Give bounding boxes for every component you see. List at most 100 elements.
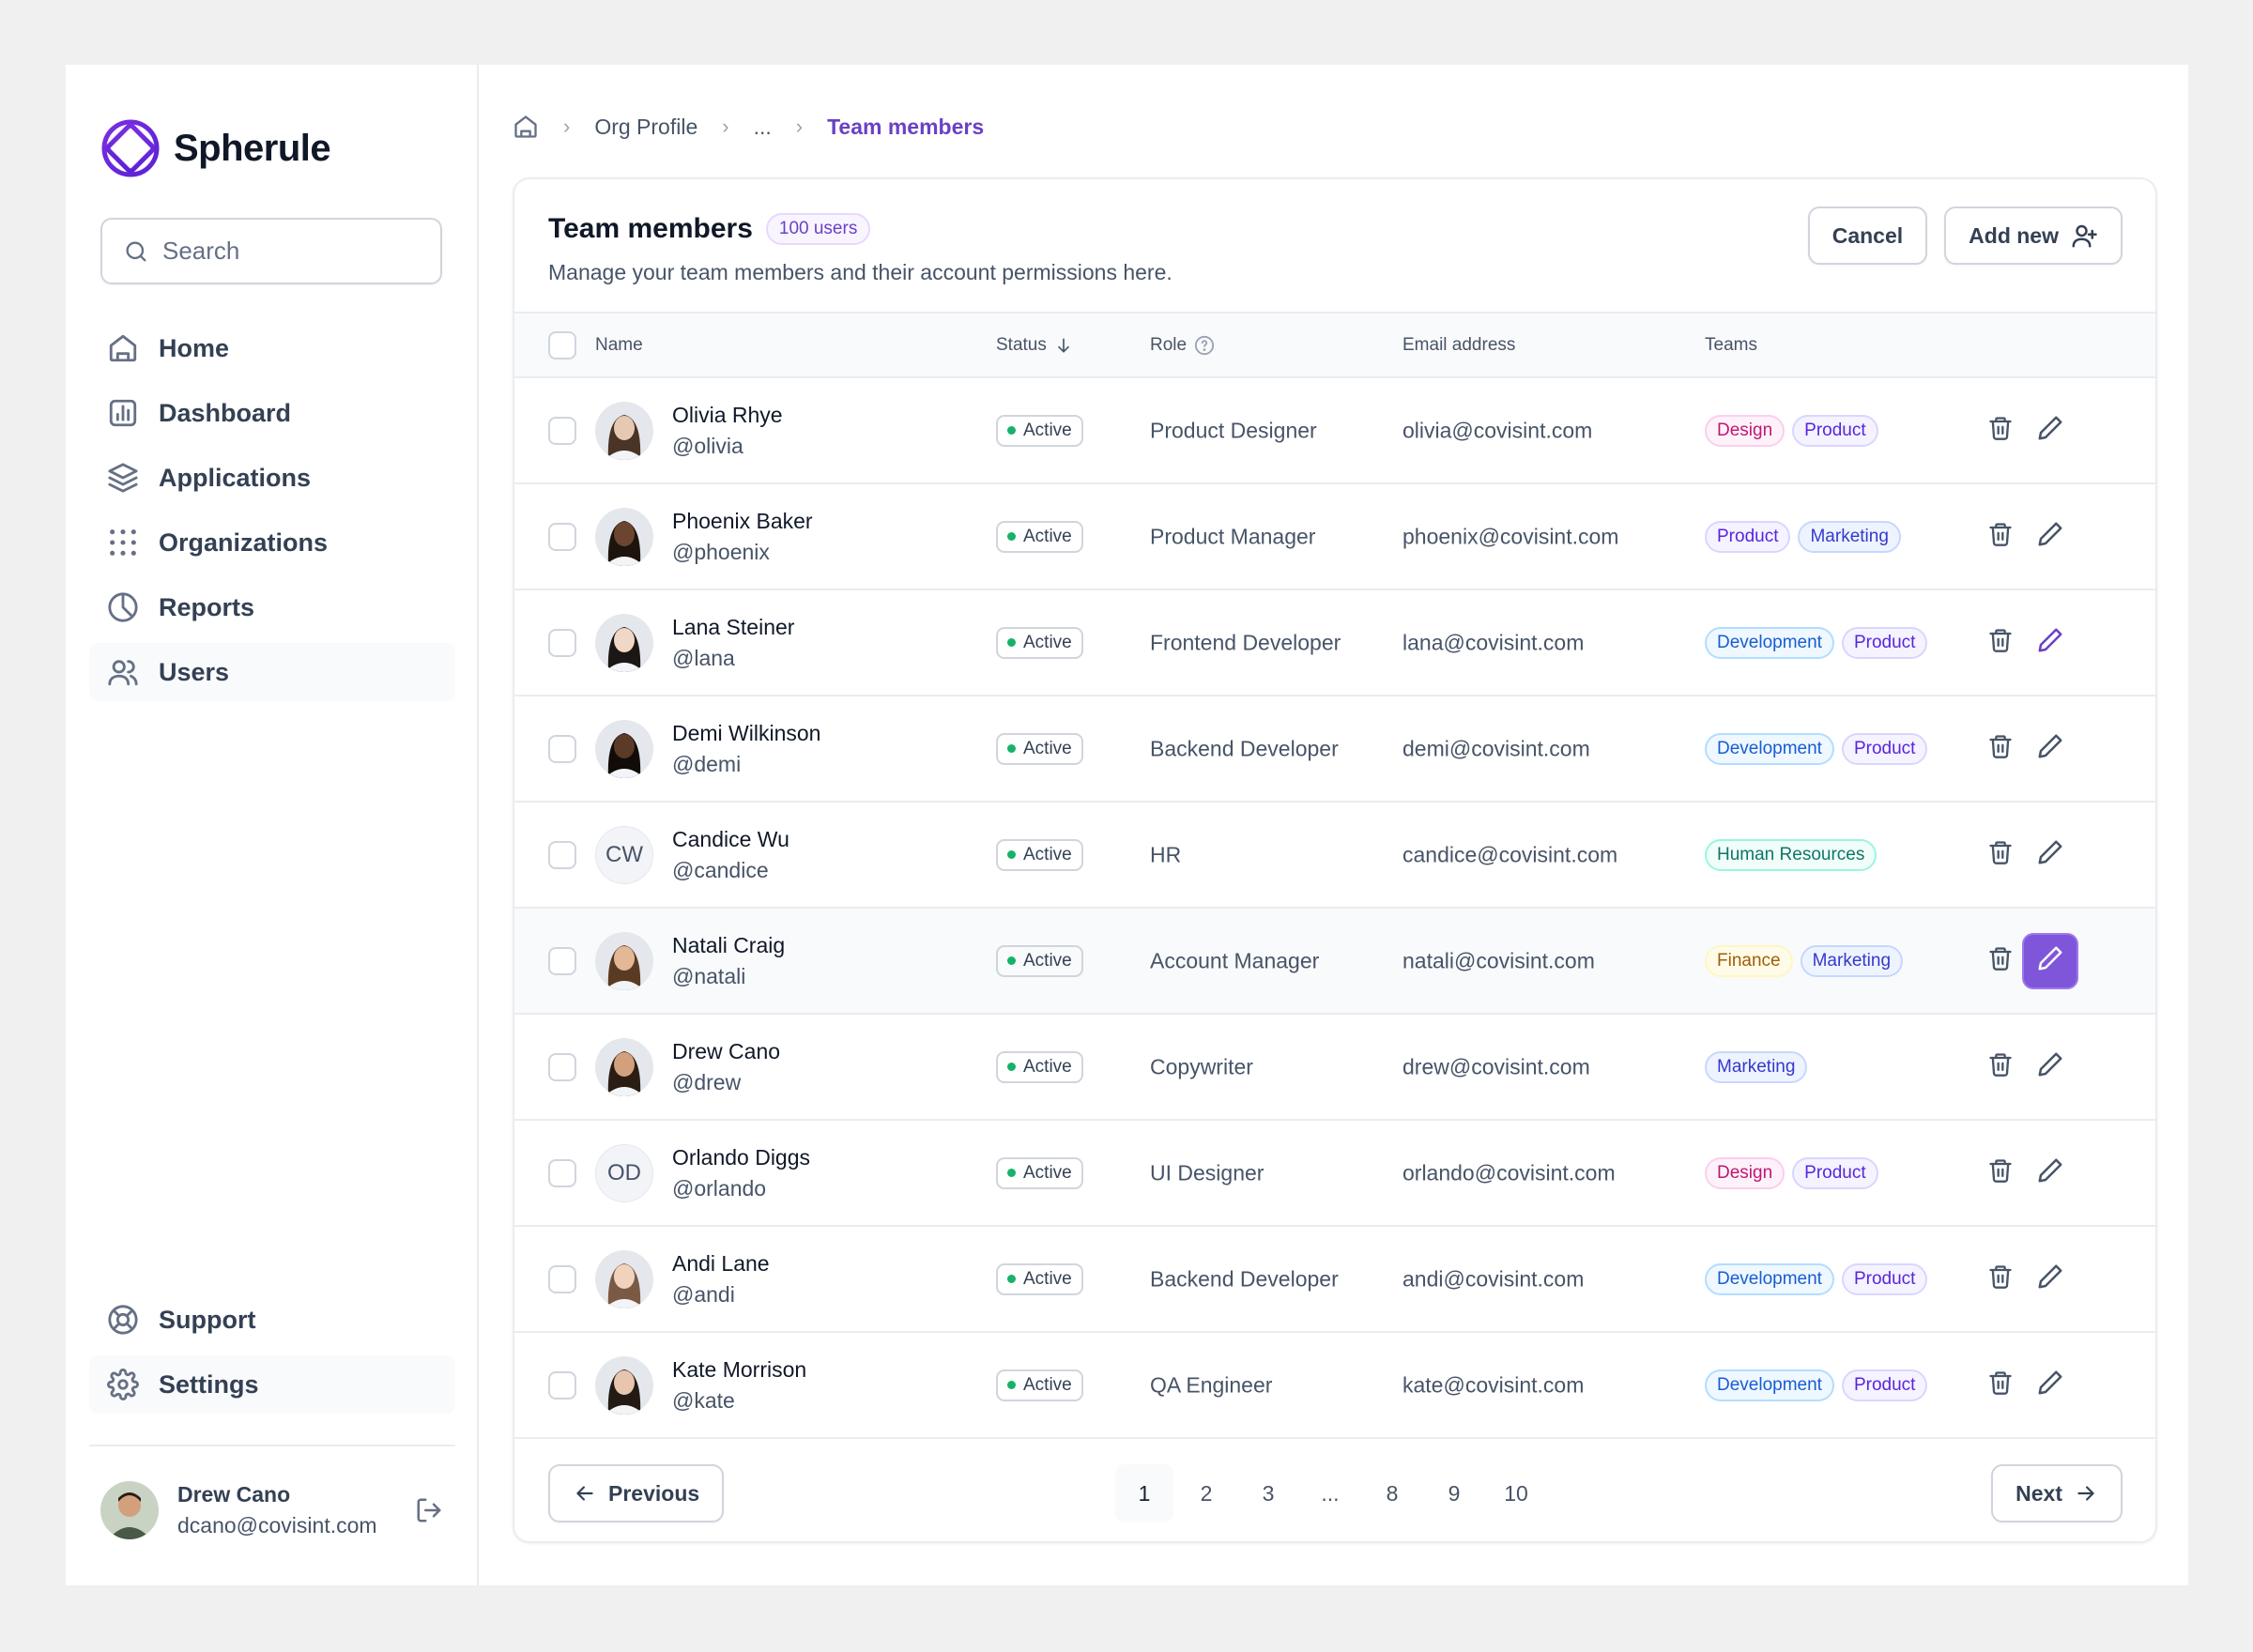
- add-new-button[interactable]: Add new: [1944, 206, 2123, 265]
- delete-button[interactable]: [1982, 1048, 2019, 1086]
- table-row[interactable]: Olivia Rhye @olivia Active Product Designer…: [514, 378, 2155, 484]
- row-checkbox[interactable]: [548, 1052, 576, 1081]
- user-count-badge: 100 users: [765, 213, 871, 245]
- row-checkbox[interactable]: [548, 946, 576, 975]
- edit-button[interactable]: [2024, 1041, 2077, 1094]
- team-badge: Product: [1841, 1262, 1928, 1295]
- column-status[interactable]: Status: [996, 335, 1073, 356]
- user-email: olivia@covisint.com: [1402, 418, 1593, 442]
- search-input[interactable]: Search: [100, 218, 442, 284]
- row-checkbox[interactable]: [548, 1370, 576, 1400]
- delete-button[interactable]: [1982, 942, 2019, 980]
- table-row[interactable]: Andi Lane @andi Active Backend Developer and…: [514, 1227, 2155, 1333]
- edit-button[interactable]: [2024, 1147, 2077, 1200]
- page-button-10[interactable]: 10: [1504, 1480, 1528, 1506]
- table-row[interactable]: Kate Morrison @kate Active QA Engineer kate@…: [514, 1333, 2155, 1439]
- pencil-icon: [2036, 1262, 2064, 1295]
- previous-button[interactable]: Previous: [548, 1464, 725, 1522]
- sidebar-item-support[interactable]: Support: [89, 1291, 455, 1349]
- table-row[interactable]: OD Orlando Diggs @orlando Active UI Designer…: [514, 1121, 2155, 1227]
- page-button-1[interactable]: 1: [1115, 1464, 1173, 1522]
- column-email[interactable]: Email address: [1402, 334, 1516, 355]
- user-name: Orlando Diggs: [672, 1144, 811, 1170]
- table-row[interactable]: Lana Steiner @lana Active Frontend Develope…: [514, 590, 2155, 696]
- table-row[interactable]: Drew Cano @drew Active Copywriter drew@covis…: [514, 1015, 2155, 1121]
- edit-button[interactable]: [2024, 829, 2077, 881]
- edit-button[interactable]: [2024, 405, 2077, 457]
- column-teams[interactable]: Teams: [1705, 334, 1757, 355]
- status-label: Active: [1023, 420, 1072, 440]
- bar-chart-icon: [106, 396, 140, 430]
- row-checkbox[interactable]: [548, 840, 576, 869]
- delete-button[interactable]: [1982, 730, 2019, 768]
- sidebar-item-organizations[interactable]: Organizations: [89, 513, 455, 572]
- user-name-cell: Kate Morrison @kate: [672, 1357, 806, 1414]
- delete-button[interactable]: [1982, 412, 2019, 450]
- status-badge: Active: [996, 1050, 1083, 1083]
- pencil-icon: [2036, 1050, 2064, 1083]
- row-checkbox[interactable]: [548, 734, 576, 763]
- table-row[interactable]: Natali Craig @natali Active Account Manager…: [514, 909, 2155, 1015]
- home-icon[interactable]: [513, 114, 539, 140]
- select-all-checkbox[interactable]: [548, 330, 576, 359]
- page-button-8[interactable]: 8: [1386, 1480, 1399, 1506]
- table-row[interactable]: Phoenix Baker @phoenix Active Product Manag…: [514, 484, 2155, 590]
- delete-button[interactable]: [1982, 1155, 2019, 1192]
- breadcrumb-org-profile[interactable]: Org Profile: [594, 114, 698, 139]
- edit-button[interactable]: [2024, 723, 2077, 775]
- status-dot-icon: [1007, 532, 1016, 541]
- table-row[interactable]: CW Candice Wu @candice Active HR candice@covi…: [514, 803, 2155, 909]
- row-checkbox[interactable]: [548, 522, 576, 551]
- sidebar-item-users[interactable]: Users: [89, 643, 455, 701]
- row-checkbox[interactable]: [548, 1264, 576, 1293]
- sidebar-item-label: Reports: [159, 592, 255, 621]
- row-checkbox[interactable]: [548, 1158, 576, 1187]
- delete-button[interactable]: [1982, 1367, 2019, 1404]
- help-circle-icon[interactable]: [1194, 335, 1215, 356]
- breadcrumb-ellipsis[interactable]: ...: [753, 114, 772, 139]
- user-handle: @demi: [672, 751, 742, 776]
- card-title-row: Team members 100 users: [548, 213, 871, 245]
- user-name: Olivia Rhye: [672, 402, 783, 427]
- user-email: demi@covisint.com: [1402, 736, 1590, 760]
- sidebar: Spherule Search Home Dashboard Application…: [66, 65, 479, 1585]
- table-row[interactable]: Demi Wilkinson @demi Active Backend Develop…: [514, 696, 2155, 803]
- sidebar-item-reports[interactable]: Reports: [89, 578, 455, 636]
- row-checkbox[interactable]: [548, 416, 576, 445]
- team-badge: Marketing: [1798, 520, 1901, 553]
- page-button-9[interactable]: 9: [1448, 1480, 1461, 1506]
- breadcrumb-current[interactable]: Team members: [827, 114, 985, 139]
- status-label: Active: [1023, 1056, 1072, 1077]
- edit-button[interactable]: [2024, 617, 2077, 669]
- logout-button[interactable]: [410, 1491, 448, 1529]
- delete-button[interactable]: [1982, 624, 2019, 662]
- table-body: Olivia Rhye @olivia Active Product Designer…: [514, 378, 2155, 1439]
- delete-button[interactable]: [1982, 518, 2019, 556]
- row-checkbox[interactable]: [548, 628, 576, 657]
- column-name[interactable]: Name: [595, 334, 643, 355]
- page-button-3[interactable]: 3: [1262, 1480, 1275, 1506]
- delete-button[interactable]: [1982, 836, 2019, 874]
- user-email: natali@covisint.com: [1402, 948, 1595, 972]
- sidebar-item-settings[interactable]: Settings: [89, 1355, 455, 1414]
- page-button-2[interactable]: 2: [1200, 1480, 1213, 1506]
- current-user-card: Drew Cano dcano@covisint.com: [100, 1481, 448, 1539]
- status-label: Active: [1023, 844, 1072, 864]
- edit-button[interactable]: [2024, 934, 2077, 987]
- avatar-initials: OD: [607, 1159, 641, 1185]
- sidebar-item-dashboard[interactable]: Dashboard: [89, 384, 455, 442]
- edit-button[interactable]: [2024, 1253, 2077, 1306]
- column-role[interactable]: Role: [1150, 335, 1215, 356]
- avatar[interactable]: [100, 1481, 159, 1539]
- next-button[interactable]: Next: [1991, 1464, 2123, 1522]
- cancel-button[interactable]: Cancel: [1807, 206, 1928, 265]
- logo[interactable]: Spherule: [100, 118, 331, 178]
- sidebar-item-applications[interactable]: Applications: [89, 449, 455, 507]
- edit-button[interactable]: [2024, 511, 2077, 563]
- edit-button[interactable]: [2024, 1359, 2077, 1412]
- user-name-cell: Lana Steiner @lana: [672, 615, 794, 671]
- delete-button[interactable]: [1982, 1261, 2019, 1298]
- sidebar-item-home[interactable]: Home: [89, 319, 455, 377]
- user-name: Lana Steiner: [672, 614, 795, 639]
- team-badge: Design: [1705, 414, 1786, 447]
